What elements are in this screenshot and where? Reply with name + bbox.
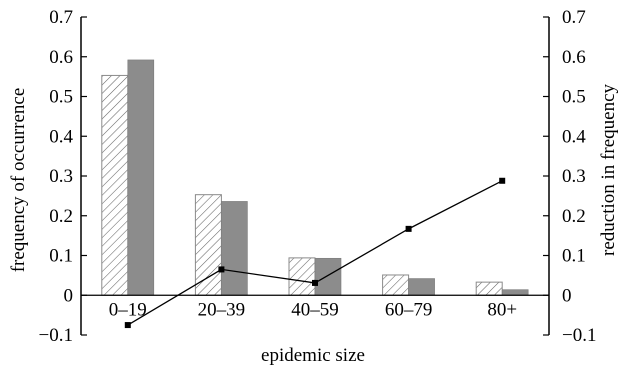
bar-solid-2 [314, 257, 342, 296]
x-tick-label-4: 80+ [487, 299, 517, 320]
bar-solid-4 [501, 289, 529, 296]
bar-hatched-0 [101, 74, 129, 296]
y-tick-label-left-7: 0.6 [49, 47, 73, 68]
x-axis-label: epidemic size [261, 345, 365, 366]
line-point-2 [312, 279, 318, 286]
y-axis-right-label: reduction in frequency [598, 84, 619, 256]
x-tick-label-2: 40–59 [291, 299, 339, 320]
bar-hatched-4 [475, 281, 503, 296]
bar-solid-0 [127, 59, 155, 296]
y-tick-label-right-2: 0.1 [562, 246, 586, 267]
y-tick-label-right-3: 0.2 [562, 206, 586, 227]
y-axis-label: frequency of occurrence [8, 88, 29, 273]
y-tick-label-left-0: −0.1 [39, 325, 73, 346]
bar-hatched-1 [194, 194, 222, 296]
y-tick-label-left-4: 0.3 [49, 166, 73, 187]
y-tick-label-right-5: 0.4 [562, 126, 586, 147]
y-tick-label-left-3: 0.2 [49, 206, 73, 227]
y-tick-label-right-0: −0.1 [562, 325, 596, 346]
y-tick-label-right-8: 0.7 [562, 7, 586, 28]
bar-solid-3 [408, 278, 435, 296]
y-tick-label-right-7: 0.6 [562, 47, 586, 68]
bar-hatched-2 [288, 257, 316, 296]
y-tick-label-left-2: 0.1 [49, 246, 73, 267]
line-point-4 [499, 177, 506, 184]
x-tick-label-0: 0–19 [109, 299, 147, 320]
y-tick-label-left-5: 0.4 [49, 126, 73, 147]
y-tick-label-right-4: 0.3 [562, 166, 586, 187]
y-tick-label-right-1: 0 [562, 285, 572, 306]
x-tick-label-1: 20–39 [198, 299, 246, 320]
bar-solid-1 [221, 201, 248, 296]
y-tick-label-left-1: 0 [64, 285, 74, 306]
plot-area: −0.1 −0.1 0 0 0.1 0.1 0.2 0.2 0.3 0.3 0.4 0.4 0.5 0.5… [39, 7, 597, 346]
line-point-0 [124, 322, 131, 329]
y-tick-label-left-6: 0.5 [49, 87, 73, 108]
y-tick-label-right-6: 0.5 [562, 87, 586, 108]
line-point-3 [405, 225, 412, 232]
line-point-1 [218, 266, 225, 273]
y-tick-label-left-8: 0.7 [49, 7, 73, 28]
bar-hatched-3 [382, 274, 410, 296]
x-tick-label-3: 60–79 [385, 299, 433, 320]
